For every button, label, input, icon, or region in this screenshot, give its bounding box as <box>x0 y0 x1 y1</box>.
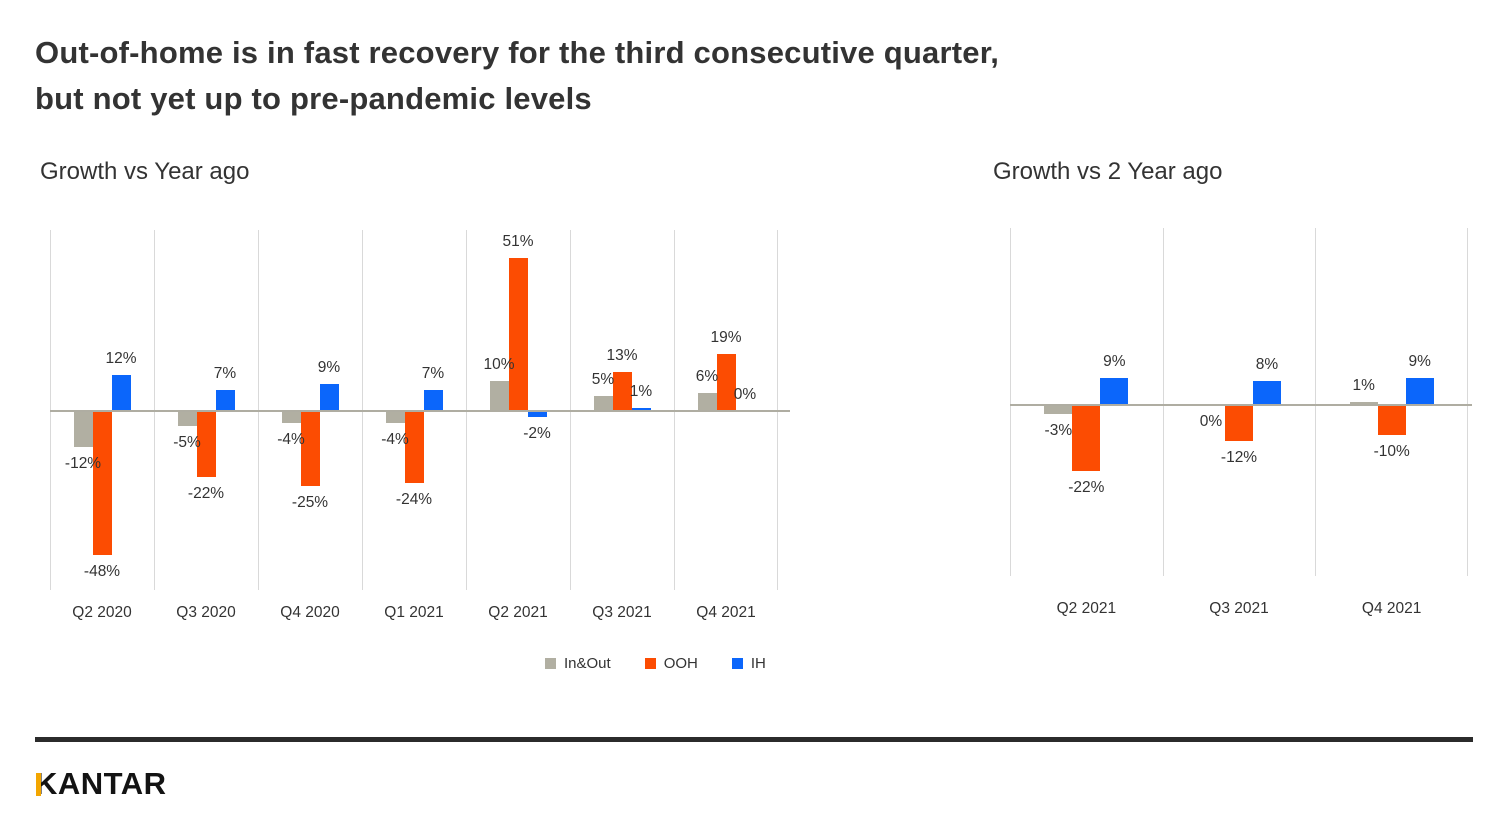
plot-area-growth-vs-2-year-ago: -3% -22% 9% Q2 2021 0% -12% 8% Q3 2021 1% -10% 9% Q… <box>1010 228 1472 617</box>
bar-ooh <box>1072 405 1101 471</box>
bar-inout <box>1349 402 1378 405</box>
bar-inout <box>697 393 717 411</box>
legend-swatch <box>731 658 743 669</box>
logo-text: KANTAR <box>35 766 167 801</box>
gridline <box>1163 228 1164 576</box>
bar-value-label: -3% <box>1044 422 1073 439</box>
bar-ih <box>527 411 547 417</box>
legend-swatch <box>545 658 556 669</box>
legend-item-ih: IH <box>731 655 766 672</box>
bar-value-label: 9% <box>1103 353 1126 370</box>
bar-value-label: 1% <box>1352 377 1375 394</box>
bar-value-label: 6% <box>695 368 719 385</box>
bar-inout <box>177 411 197 426</box>
legend-label: In&Out <box>564 655 611 672</box>
bar-value-label: -10% <box>1373 443 1410 460</box>
bar-value-label: -4% <box>381 431 409 448</box>
bar-ih <box>1100 378 1129 405</box>
bar-value-label: 7% <box>213 365 237 382</box>
bar-value-label: 5% <box>591 371 615 388</box>
gridline <box>1010 228 1011 576</box>
bar-value-label: 9% <box>317 359 341 376</box>
bar-value-label: -25% <box>291 494 329 511</box>
legend-item-ooh: OOH <box>644 655 698 672</box>
x-axis-label: Q4 2021 <box>1361 600 1422 617</box>
x-axis-label: Q3 2020 <box>176 604 236 621</box>
bar-value-label: -24% <box>395 491 433 508</box>
bar-ooh <box>612 372 632 411</box>
chart-title-growth-vs-year-ago: Growth vs Year ago <box>40 158 250 185</box>
bar-value-label: -2% <box>523 425 551 442</box>
bar-value-label: -12% <box>1220 449 1258 466</box>
bar-ooh <box>300 411 320 486</box>
legend-item-inout: In&Out <box>545 655 611 672</box>
bar-ooh <box>1377 405 1406 435</box>
bar-value-label: 51% <box>502 233 534 250</box>
x-axis-label: Q3 2021 <box>592 604 652 621</box>
bar-value-label: 9% <box>1408 353 1431 370</box>
gridline <box>1315 228 1316 576</box>
bar-inout <box>593 396 613 411</box>
zero-axis-line <box>1010 404 1472 406</box>
logo-gold-bar <box>36 773 41 796</box>
bar-ih <box>1253 381 1281 405</box>
x-axis-label: Q2 2021 <box>488 604 548 621</box>
bar-ih <box>423 390 443 411</box>
x-axis-label: Q3 2021 <box>1209 600 1269 617</box>
legend-label: IH <box>750 655 766 672</box>
bar-ih <box>631 408 651 411</box>
bar-value-label: 0% <box>733 386 757 403</box>
bar-ih <box>1405 378 1434 405</box>
x-axis-label: Q4 2020 <box>280 604 340 621</box>
bar-value-label: 12% <box>105 350 137 367</box>
bar-inout <box>73 411 93 447</box>
x-axis-label: Q2 2020 <box>72 604 132 621</box>
chart-legend: In&Out OOH IH <box>545 655 766 672</box>
bar-ooh <box>404 411 424 483</box>
legend-swatch <box>644 658 656 669</box>
bar-value-label: 19% <box>710 329 742 346</box>
bar-ih <box>319 384 339 411</box>
x-axis-label: Q1 2021 <box>384 604 444 621</box>
bar-value-label: 13% <box>606 347 638 364</box>
bar-value-label: -4% <box>277 431 305 448</box>
bar-inout <box>1044 405 1073 414</box>
slide-title: Out-of-home is in fast recovery for the … <box>35 35 1000 116</box>
kantar-logo: KANTAR <box>35 768 167 800</box>
plot-area-growth-vs-year-ago: -12% -48% 12% Q2 2020 -5% -22% 7% Q3 2020 -4% -25… <box>50 230 790 621</box>
bar-ooh <box>508 258 528 411</box>
bar-value-label: 7% <box>421 365 445 382</box>
bar-value-label: 8% <box>1255 356 1279 373</box>
bar-ooh <box>92 411 112 555</box>
zero-axis-line <box>50 410 790 412</box>
bar-value-label: 1% <box>629 383 653 400</box>
bar-value-label: -5% <box>173 434 201 451</box>
bar-value-label: -22% <box>187 485 225 502</box>
bar-value-label: -22% <box>1068 479 1105 496</box>
x-axis-label: Q4 2021 <box>696 604 756 621</box>
bar-value-label: 10% <box>483 356 515 373</box>
bar-value-label: -48% <box>83 563 121 580</box>
bar-inout <box>385 411 405 423</box>
gridline <box>1467 228 1468 576</box>
bar-value-label: -12% <box>64 455 102 472</box>
bar-ooh <box>196 411 216 477</box>
x-axis-label: Q2 2021 <box>1056 600 1117 617</box>
bar-value-label: 0% <box>1199 413 1223 430</box>
bar-ooh <box>1225 405 1253 441</box>
bar-inout <box>489 381 509 411</box>
bar-inout <box>281 411 301 423</box>
legend-label: OOH <box>663 655 698 672</box>
bar-ih <box>215 390 235 411</box>
footer-divider <box>35 737 1473 742</box>
bar-ooh <box>716 354 736 411</box>
bar-ih <box>111 375 131 411</box>
chart-title-growth-vs-2-year-ago: Growth vs 2 Year ago <box>993 158 1223 185</box>
